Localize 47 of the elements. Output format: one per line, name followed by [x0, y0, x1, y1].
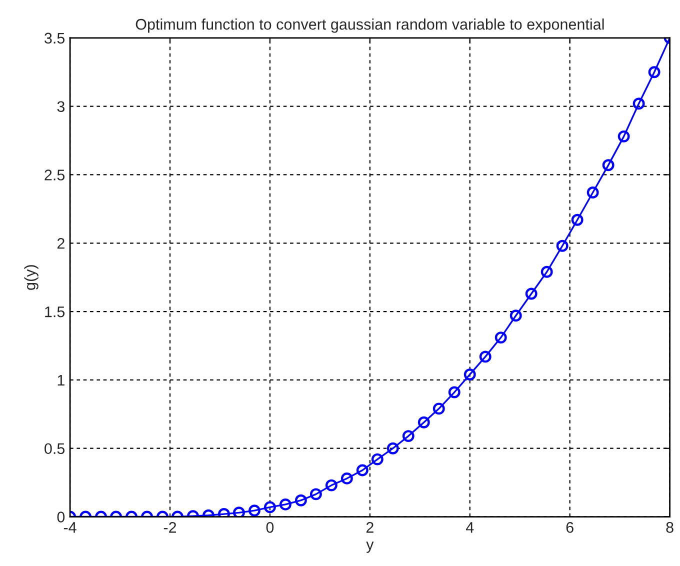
point: [386, 442, 399, 454]
point: [464, 368, 476, 380]
chart-title: Optimum function to convert gaussian random variable to exponential: [136, 18, 604, 33]
y-tick-label: 1: [58, 374, 64, 386]
point: [632, 98, 645, 110]
point: [248, 504, 260, 517]
point: [556, 240, 568, 252]
point: [310, 488, 322, 500]
point: [571, 214, 584, 226]
point: [233, 506, 245, 517]
x-tick-label: -2: [164, 522, 176, 533]
point: [432, 402, 445, 415]
point: [540, 266, 553, 278]
point: [279, 498, 292, 510]
point: [418, 416, 430, 428]
x-tick-label: 0: [266, 522, 274, 533]
point: [510, 310, 522, 322]
y-tick-label: 2: [57, 238, 64, 249]
y-tick-label: 1.5: [45, 306, 65, 318]
point: [648, 66, 660, 78]
y-tick-label: 2.5: [44, 170, 65, 180]
point: [448, 386, 460, 398]
x-tick-label: 4: [466, 522, 474, 533]
y-tick-label: 3: [57, 101, 65, 112]
x-tick-label: -4: [64, 522, 76, 533]
y-tick-label: 0.5: [44, 443, 65, 454]
point: [479, 350, 492, 363]
point: [340, 472, 353, 484]
y-axis-title: g(y): [24, 265, 38, 290]
y-tick-label: 0: [57, 512, 65, 522]
point: [602, 159, 614, 172]
point: [325, 479, 338, 492]
x-tick-label: 8: [666, 522, 674, 533]
point: [618, 130, 630, 142]
x-tick-label: 2: [366, 522, 374, 533]
x-axis-title: y: [366, 542, 374, 553]
point: [525, 288, 538, 300]
point: [356, 464, 368, 476]
point: [402, 430, 414, 442]
y-tick-label: 3.5: [44, 32, 65, 44]
point: [586, 186, 599, 198]
point: [494, 332, 507, 344]
point: [294, 494, 307, 506]
point: [264, 501, 276, 514]
point: [218, 508, 230, 517]
x-tick-label: 6: [566, 522, 574, 533]
point: [371, 453, 384, 466]
